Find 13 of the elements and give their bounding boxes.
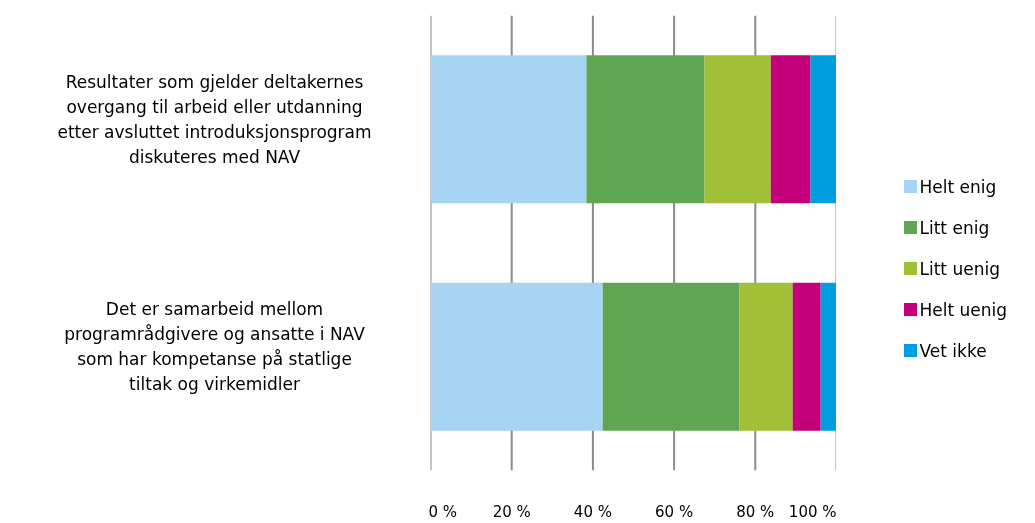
x-tick-label: 40 % — [573, 502, 612, 521]
x-tick-label: 80 % — [736, 502, 775, 521]
x-tick-label: 0 % — [428, 502, 458, 521]
legend-label: Helt uenig — [919, 299, 1008, 320]
legend-label: Helt enig — [919, 176, 997, 197]
x-tick-label: 20 % — [492, 502, 531, 521]
legend-label: Vet ikke — [919, 340, 987, 361]
x-tick-label: 100 % — [788, 502, 837, 521]
legend-label: Litt uenig — [919, 258, 1000, 279]
y-tick-label: Det er samarbeid mellom programrådgivere og ansatte i NAV som har kompetanse på statlige tiltak og virkemidler — [64, 299, 366, 395]
x-tick-label: 60 % — [655, 502, 694, 521]
legend-label: Litt enig — [919, 217, 990, 238]
y-tick-label: Resultater som gjelder deltakernes overgang til arbeid eller utdanning etter avsluttet introduksjonsprogram diskuteres med NAV — [57, 71, 372, 167]
